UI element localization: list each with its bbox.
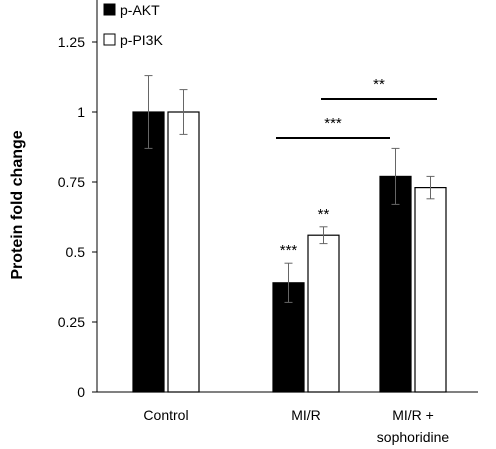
axes: 0 0.25 0.5 0.75 1 1.25 Control MI/R MI/R + sophor… [58,0,478,445]
y-tick-label: 0.25 [58,314,85,330]
y-tick-label: 1.25 [58,34,85,50]
significance-label: ** [318,206,330,223]
y-tick-label: 0.75 [58,174,85,190]
bar-p-PI3K [167,111,200,393]
y-tick-label: 1 [77,104,85,120]
x-tick-label: MI/R + [392,407,434,423]
legend-label: p-PI3K [120,32,163,48]
bar-p-AKT [132,111,165,393]
comparison-label: *** [324,115,342,132]
significance-group: ***** [276,76,437,139]
y-tick-label: 0.5 [66,244,86,260]
y-tick-label: 0 [77,384,85,400]
y-axis-label: Protein fold change [9,130,26,279]
x-tick-label: sophoridine [377,429,450,445]
bar-p-PI3K [307,234,340,393]
bar-p-PI3K [414,187,447,393]
bar-p-AKT [379,175,412,393]
significance-label: *** [280,242,298,259]
legend: p-AKT p-PI3K [103,2,163,48]
legend-swatch-p-PI3K [103,33,116,46]
comparison-label: ** [373,76,385,93]
bars-group: ***** [132,75,447,393]
x-tick-label: Control [143,407,188,423]
legend-swatch-p-AKT [103,3,116,16]
x-tick-label: MI/R [291,407,321,423]
legend-label: p-AKT [120,2,160,18]
